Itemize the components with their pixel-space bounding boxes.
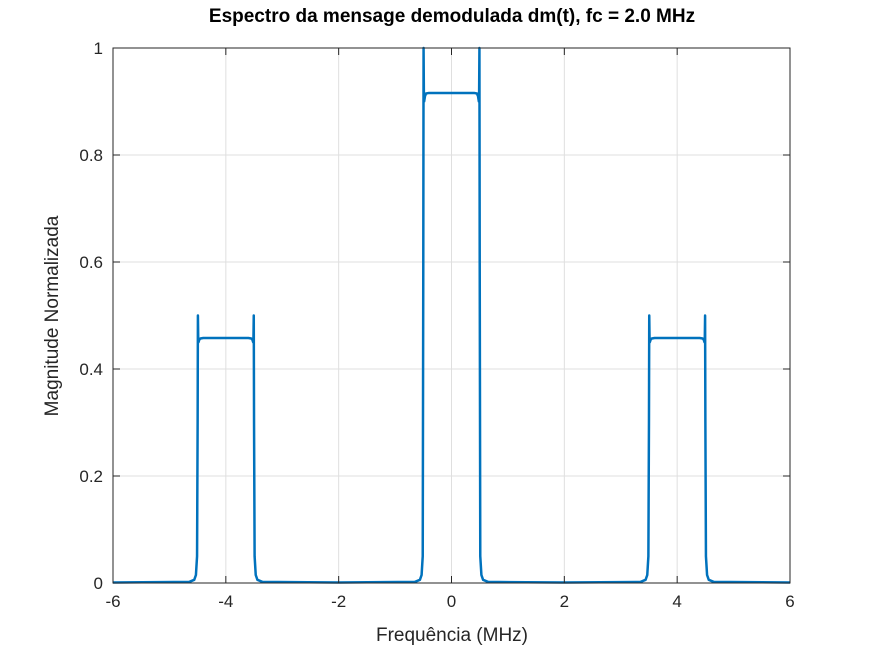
x-tick-label: -4 [218, 592, 233, 611]
y-tick-label: 0.2 [79, 467, 103, 486]
y-axis-label: Magnitude Normalizada [42, 215, 63, 416]
y-tick-label: 0.4 [79, 360, 103, 379]
ticks: -6 -4 -2 0 2 4 6 0 0.2 0.4 0.6 0.8 1 [79, 39, 794, 611]
x-tick-label: 2 [560, 592, 569, 611]
y-tick-label: 1 [94, 39, 103, 58]
x-tick-label: 0 [447, 592, 456, 611]
x-axis-label: Frequência (MHz) [376, 625, 528, 646]
x-tick-label: 4 [672, 592, 681, 611]
y-tick-label: 0 [94, 574, 103, 593]
x-tick-label: 6 [785, 592, 794, 611]
y-tick-label: 0.6 [79, 253, 103, 272]
spectrum-series-line [112, 46, 791, 584]
chart-title: Espectro da mensage demodulada dm(t), fc… [209, 6, 695, 27]
y-tick-label: 0.8 [79, 146, 103, 165]
x-tick-label: -2 [331, 592, 346, 611]
x-tick-label: -6 [105, 592, 120, 611]
series-layer [112, 46, 791, 584]
